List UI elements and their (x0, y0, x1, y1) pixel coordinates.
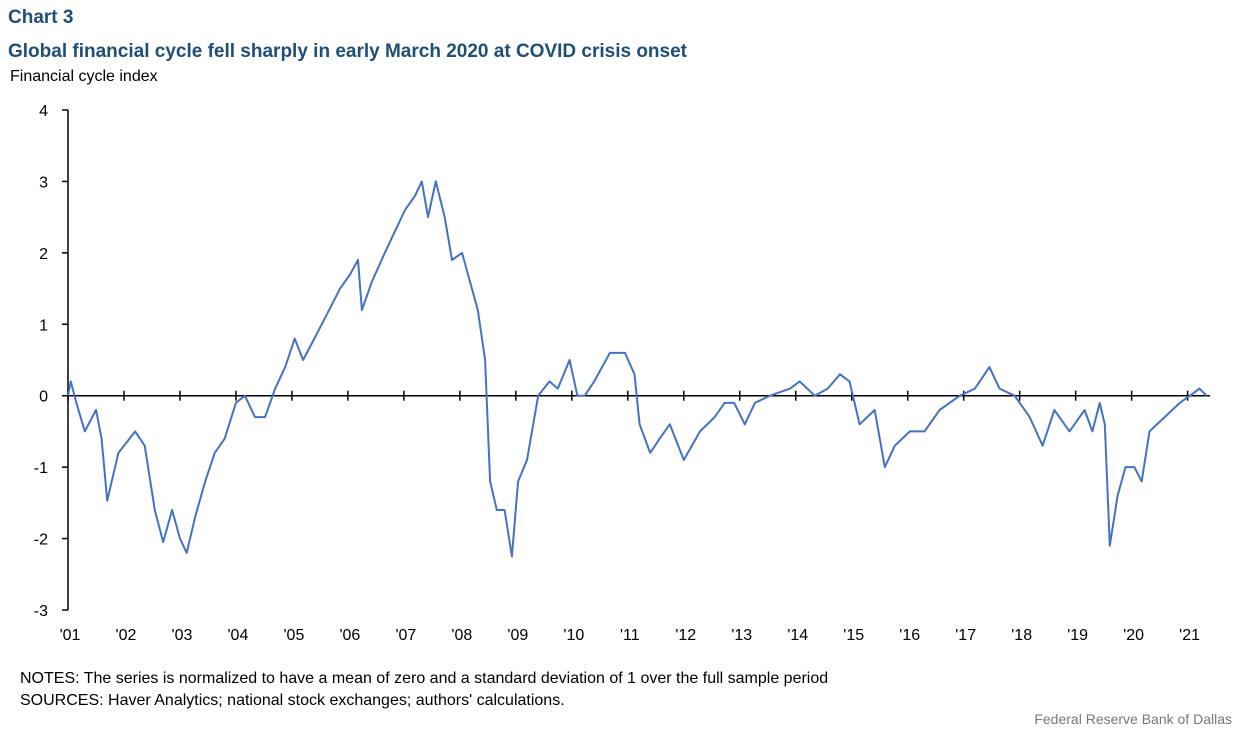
y-tick-label: 1 (39, 317, 48, 334)
y-tick-label: -2 (34, 532, 48, 549)
x-tick-label: '13 (731, 627, 752, 644)
x-tick-label: '18 (1011, 627, 1032, 644)
x-tick-label: '08 (451, 627, 472, 644)
y-tick-label: 2 (39, 246, 48, 263)
y-tick-label: -1 (34, 460, 48, 477)
y-tick-label: 3 (39, 174, 48, 191)
x-tick-label: '11 (620, 627, 640, 644)
x-tick-label: '06 (339, 627, 360, 644)
x-tick-label: '10 (563, 627, 584, 644)
x-tick-label: '14 (787, 627, 808, 644)
x-tick-label: '16 (899, 627, 920, 644)
chart-title: Chart 3 (8, 7, 73, 28)
y-axis-label: Financial cycle index (10, 68, 158, 85)
x-tick-label: '04 (228, 627, 249, 644)
x-tick-label: '20 (1123, 627, 1144, 644)
y-tick-label: -3 (34, 603, 48, 620)
x-tick-label: '05 (283, 627, 304, 644)
sources: SOURCES: Haver Analytics; national stock… (20, 692, 565, 709)
series-line (67, 180, 1208, 558)
y-tick-label: 4 (39, 103, 48, 120)
x-tick-label: '21 (1179, 627, 1200, 644)
notes: NOTES: The series is normalized to have … (20, 670, 828, 687)
x-tick-label: '15 (843, 627, 864, 644)
x-tick-label: '17 (955, 627, 976, 644)
x-tick-label: '07 (395, 627, 416, 644)
x-tick-label: '19 (1067, 627, 1088, 644)
x-tick-label: '03 (172, 627, 193, 644)
x-tick-label: '09 (507, 627, 528, 644)
x-tick-label: '01 (60, 627, 81, 644)
x-tick-label: '02 (116, 627, 137, 644)
chart-subtitle: Global financial cycle fell sharply in e… (8, 41, 688, 62)
x-tick-label: '12 (675, 627, 696, 644)
credit: Federal Reserve Bank of Dallas (1034, 711, 1232, 727)
y-tick-label: 0 (39, 389, 48, 406)
